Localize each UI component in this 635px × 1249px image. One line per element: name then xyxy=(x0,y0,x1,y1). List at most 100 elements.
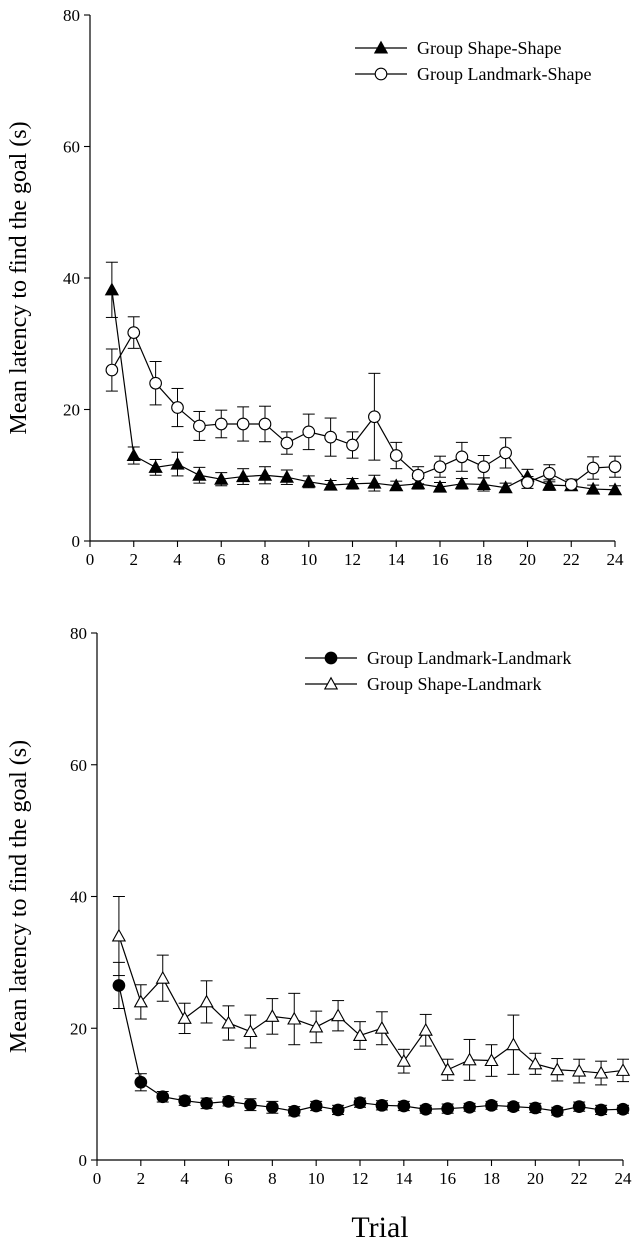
data-point xyxy=(309,1019,324,1033)
data-point xyxy=(112,979,126,992)
data-point xyxy=(287,1011,302,1025)
x-tick-label: 20 xyxy=(519,550,536,569)
data-point xyxy=(572,1063,587,1077)
legend-label: Group Shape-Landmark xyxy=(367,674,541,694)
data-point xyxy=(593,1065,609,1079)
data-point xyxy=(177,1011,192,1024)
x-tick-label: 8 xyxy=(261,550,270,569)
data-point xyxy=(279,469,295,483)
series-line xyxy=(111,331,616,486)
data-point xyxy=(134,1075,148,1089)
series-line xyxy=(118,985,624,1112)
data-point xyxy=(550,1062,565,1076)
data-point xyxy=(419,1102,433,1116)
y-tick-label: 60 xyxy=(70,756,87,775)
series-line xyxy=(111,289,616,491)
data-point xyxy=(564,478,578,491)
y-tick-label: 40 xyxy=(63,269,80,288)
data-point xyxy=(397,1099,411,1113)
data-point xyxy=(331,1103,345,1117)
data-point xyxy=(389,478,404,492)
data-point xyxy=(265,1100,279,1114)
data-point xyxy=(616,1102,630,1116)
y-tick-label: 0 xyxy=(72,532,81,551)
x-tick-label: 14 xyxy=(395,1169,413,1188)
y-axis-label: Mean latency to find the goal (s) xyxy=(6,740,32,1053)
x-tick-label: 20 xyxy=(527,1169,544,1188)
data-point xyxy=(155,970,170,984)
y-tick-label: 80 xyxy=(63,6,80,25)
data-point xyxy=(236,417,250,431)
data-point xyxy=(258,417,272,431)
data-point xyxy=(368,410,381,424)
data-point xyxy=(440,1062,455,1076)
data-point xyxy=(572,1100,586,1113)
y-tick-label: 0 xyxy=(79,1151,88,1170)
x-tick-label: 2 xyxy=(137,1169,146,1188)
x-tick-label: 24 xyxy=(607,550,625,569)
data-point xyxy=(499,446,512,460)
legend: Group Landmark-Landmark Group Shape-Landm… xyxy=(305,648,571,694)
legend-label: Group Landmark-Shape xyxy=(417,64,591,84)
data-point xyxy=(104,282,120,296)
legend-label: Group Landmark-Landmark xyxy=(367,648,571,668)
x-tick-label: 12 xyxy=(352,1169,369,1188)
series-group-landmark-landmark xyxy=(112,961,630,1118)
data-point xyxy=(454,476,470,490)
data-point xyxy=(287,1104,301,1118)
data-point xyxy=(367,475,382,489)
data-point xyxy=(170,456,185,470)
x-tick-label: 4 xyxy=(173,550,182,569)
data-point xyxy=(433,460,447,474)
data-point xyxy=(133,994,148,1008)
data-point xyxy=(615,1063,631,1076)
data-point xyxy=(244,1098,257,1112)
y-tick-label: 60 xyxy=(63,138,80,157)
x-axis-label: Trial xyxy=(351,1211,408,1244)
series-group-shape-shape xyxy=(104,261,623,496)
data-point xyxy=(585,481,601,495)
data-point xyxy=(462,1052,477,1066)
data-point xyxy=(235,469,251,483)
data-point xyxy=(171,401,184,414)
legend-marker xyxy=(374,67,388,81)
data-point xyxy=(507,1100,520,1113)
data-point xyxy=(542,477,557,491)
data-point xyxy=(214,417,228,431)
data-point xyxy=(323,477,338,491)
data-point xyxy=(214,471,229,485)
data-point xyxy=(148,460,163,473)
x-tick-label: 22 xyxy=(571,1169,588,1188)
data-point xyxy=(200,1096,213,1110)
x-tick-label: 6 xyxy=(224,1169,233,1188)
x-tick-label: 10 xyxy=(308,1169,325,1188)
legend-marker xyxy=(373,40,389,54)
x-tick-label: 4 xyxy=(180,1169,189,1188)
data-point xyxy=(105,363,119,377)
data-point xyxy=(178,1094,192,1108)
data-point xyxy=(330,1008,346,1022)
data-point xyxy=(411,468,425,482)
data-point xyxy=(375,1098,389,1112)
data-point xyxy=(193,419,206,433)
x-tick-label: 18 xyxy=(475,550,492,569)
data-point xyxy=(463,1100,476,1114)
data-point xyxy=(586,461,600,475)
data-point xyxy=(476,477,491,490)
data-point xyxy=(521,476,534,489)
data-point xyxy=(156,1090,170,1104)
legend-label: Group Shape-Shape xyxy=(417,38,561,58)
y-axis-label: Mean latency to find the goal (s) xyxy=(6,121,32,434)
x-tick-label: 16 xyxy=(432,550,449,569)
data-point xyxy=(608,460,622,474)
data-point xyxy=(607,482,623,496)
x-tick-label: 8 xyxy=(268,1169,277,1188)
y-tick-label: 40 xyxy=(70,888,87,907)
x-tick-label: 22 xyxy=(563,550,580,569)
data-point xyxy=(346,438,359,452)
data-point xyxy=(280,436,294,450)
data-point xyxy=(127,326,141,339)
data-point xyxy=(257,467,273,481)
